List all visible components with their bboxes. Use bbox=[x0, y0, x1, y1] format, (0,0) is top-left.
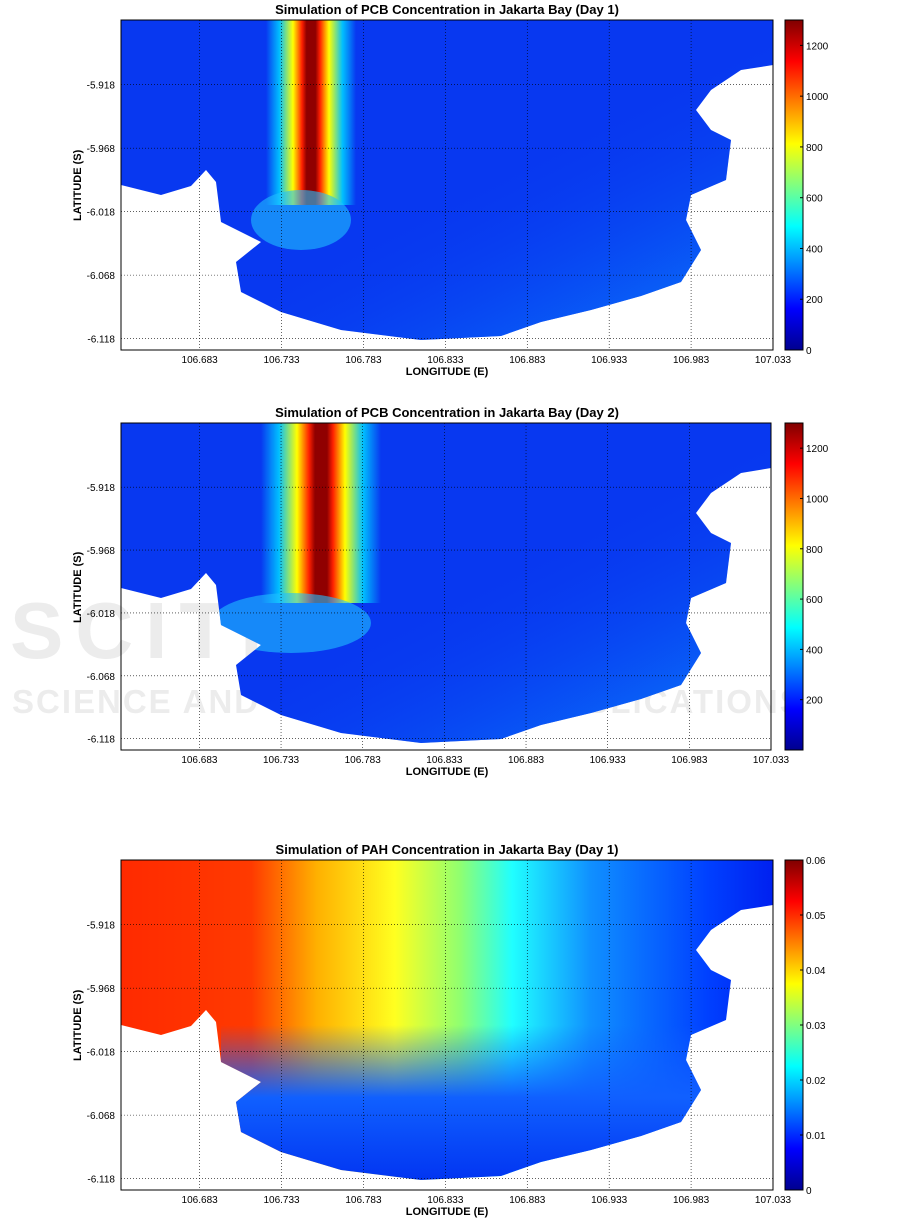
y-tick-label: -5.968 bbox=[87, 144, 116, 155]
colorbar-tick-label: 1000 bbox=[806, 92, 829, 103]
x-axis-label: LONGITUDE (E) bbox=[405, 1206, 489, 1218]
colorbar-tick-label: 400 bbox=[806, 244, 823, 255]
colorbar-tick-label: 0.05 bbox=[806, 911, 826, 922]
y-tick-label: -6.018 bbox=[87, 1048, 116, 1059]
y-tick-label: -6.068 bbox=[87, 1111, 116, 1122]
colorbar-tick-label: 800 bbox=[806, 545, 823, 556]
x-tick-label: 106.683 bbox=[181, 755, 218, 766]
pollutant-plume bbox=[266, 20, 356, 205]
colorbar-tick-label: 0 bbox=[806, 346, 812, 357]
colorbar-tick-label: 0.03 bbox=[806, 1021, 826, 1032]
x-tick-label: 106.733 bbox=[263, 755, 300, 766]
colorbar-tick-label: 200 bbox=[806, 295, 823, 306]
x-tick-label: 106.883 bbox=[508, 755, 545, 766]
x-tick-label: 106.833 bbox=[427, 355, 464, 366]
colorbar-tick-label: 600 bbox=[806, 595, 823, 606]
east-gradient bbox=[121, 423, 771, 743]
y-axis-label: LATITUDE (S) bbox=[72, 149, 84, 221]
colorbar-tick-label: 600 bbox=[806, 194, 823, 205]
axes-frame bbox=[120, 859, 774, 1191]
y-tick-label: -6.068 bbox=[87, 271, 116, 282]
x-tick-label: 106.783 bbox=[345, 755, 382, 766]
colorbar-tick-label: 1200 bbox=[806, 41, 829, 52]
colorbar-tick-label: 1200 bbox=[806, 444, 829, 455]
east-gradient bbox=[121, 20, 773, 340]
colorbar-tick-label: 0.06 bbox=[806, 856, 826, 867]
chart-title: Simulation of PAH Concentration in Jakar… bbox=[275, 842, 619, 857]
x-axis-label: LONGITUDE (E) bbox=[405, 366, 489, 378]
colorbar-tick-label: 1000 bbox=[806, 494, 829, 505]
x-tick-label: 106.833 bbox=[427, 1195, 464, 1206]
y-tick-label: -5.918 bbox=[87, 81, 116, 92]
colorbar-tick-label: 400 bbox=[806, 645, 823, 656]
x-tick-label: 106.783 bbox=[345, 355, 382, 366]
y-tick-label: -6.118 bbox=[87, 1175, 115, 1186]
x-tick-label: 107.033 bbox=[755, 1195, 792, 1206]
heatmap-plot: 106.683 106.733 106.783 106.833 106.883 106.9… bbox=[87, 422, 790, 766]
y-tick-label: -5.918 bbox=[87, 483, 116, 494]
colorbar-tick-label: 0.02 bbox=[806, 1076, 826, 1087]
axes-frame bbox=[120, 422, 772, 751]
colorbar: 200 400 600 800 1000 1200 bbox=[784, 422, 829, 751]
colorbar-tick-label: 0.04 bbox=[806, 966, 826, 977]
x-tick-label: 106.733 bbox=[263, 1195, 300, 1206]
x-tick-label: 106.883 bbox=[509, 1195, 546, 1206]
y-axis-label: LATITUDE (S) bbox=[72, 551, 84, 623]
x-tick-label: 106.933 bbox=[591, 355, 628, 366]
axes-frame bbox=[120, 19, 774, 351]
south-gradient bbox=[221, 860, 773, 1180]
coastal-spread bbox=[251, 190, 351, 250]
chart-title: Simulation of PCB Concentration in Jakar… bbox=[275, 2, 619, 17]
x-tick-label: 106.933 bbox=[591, 1195, 628, 1206]
y-tick-label: -6.018 bbox=[87, 609, 116, 620]
y-tick-label: -6.118 bbox=[87, 335, 115, 346]
colorbar: 0 200 400 600 800 1000 1200 bbox=[784, 19, 829, 357]
colorbar-gradient bbox=[784, 422, 804, 751]
x-tick-label: 106.933 bbox=[590, 755, 627, 766]
x-axis-label: LONGITUDE (E) bbox=[405, 766, 489, 778]
y-tick-label: -5.968 bbox=[87, 984, 116, 995]
colorbar-gradient bbox=[784, 19, 804, 351]
x-tick-label: 106.783 bbox=[345, 1195, 382, 1206]
y-axis-label: LATITUDE (S) bbox=[72, 989, 84, 1061]
y-tick-label: -6.018 bbox=[87, 208, 116, 219]
x-tick-label: 106.983 bbox=[673, 355, 710, 366]
x-tick-label: 106.733 bbox=[263, 355, 300, 366]
x-tick-label: 106.683 bbox=[182, 355, 219, 366]
colorbar-tick-label: 0.01 bbox=[806, 1131, 826, 1142]
x-tick-label: 107.033 bbox=[755, 355, 792, 366]
y-tick-label: -5.918 bbox=[87, 921, 116, 932]
x-tick-label: 106.983 bbox=[671, 755, 708, 766]
x-tick-label: 107.033 bbox=[753, 755, 790, 766]
x-tick-label: 106.683 bbox=[182, 1195, 219, 1206]
colorbar-tick-label: 800 bbox=[806, 143, 823, 154]
y-tick-label: -6.118 bbox=[87, 735, 115, 746]
x-tick-label: 106.833 bbox=[426, 755, 463, 766]
heatmap-plot: 106.683 106.733 106.783 106.833 106.883 106.9… bbox=[87, 859, 792, 1206]
colorbar-tick-label: 200 bbox=[806, 696, 823, 707]
x-tick-label: 106.983 bbox=[673, 1195, 710, 1206]
x-tick-label: 106.883 bbox=[509, 355, 546, 366]
coastal-spread bbox=[211, 593, 371, 653]
y-tick-label: -6.068 bbox=[87, 672, 116, 683]
heatmap-plot: 106.683 106.733 106.783 106.833 106.883 106.9… bbox=[87, 19, 792, 366]
y-tick-label: -5.968 bbox=[87, 546, 116, 557]
colorbar: 0 0.01 0.02 0.03 0.04 0.05 0.06 bbox=[784, 856, 826, 1197]
colorbar-tick-label: 0 bbox=[806, 1186, 812, 1197]
chart-title: Simulation of PCB Concentration in Jakar… bbox=[275, 405, 619, 420]
